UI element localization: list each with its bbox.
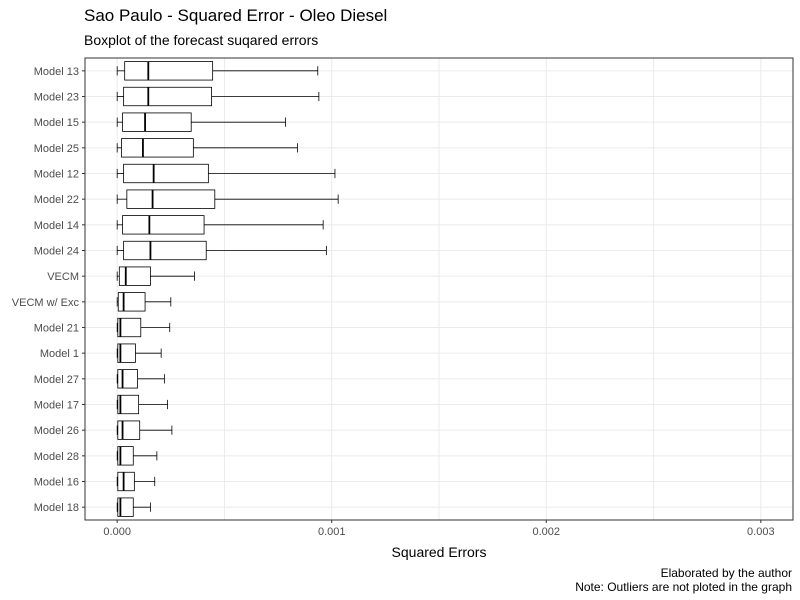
y-tick-label: Model 22 (34, 194, 79, 206)
box-model-22 (116, 189, 339, 209)
box-model-13 (116, 61, 319, 81)
y-axis-ticks: Model 13 Model 23 Model 15 Model 25 Model 12… (12, 66, 85, 514)
y-tick-label: Model 23 (34, 92, 79, 104)
chart-title: Sao Paulo - Squared Error - Oleo Diesel (84, 6, 388, 25)
caption-author: Elaborated by the author (660, 566, 792, 580)
y-tick-label: Model 15 (34, 117, 79, 129)
box-iqr (126, 189, 216, 209)
y-tick-label: Model 21 (34, 323, 79, 335)
box-model-16 (116, 471, 156, 492)
box-iqr (121, 138, 194, 158)
box-iqr (117, 343, 136, 363)
y-tick-label: Model 18 (34, 502, 79, 514)
box-model-26 (116, 420, 173, 440)
box-iqr (123, 163, 209, 184)
x-axis-title: Squared Errors (392, 544, 487, 560)
box-model-15 (116, 112, 287, 132)
box-iqr (117, 446, 134, 466)
y-tick-label: Model 14 (34, 220, 79, 232)
box-model-25 (116, 138, 298, 158)
y-tick-label: Model 17 (34, 400, 79, 412)
x-tick-label: 0.001 (318, 526, 346, 538)
box-iqr (117, 292, 146, 312)
x-tick-label: 0.002 (533, 526, 561, 538)
box-model-28 (116, 446, 158, 466)
y-tick-label: Model 25 (34, 143, 79, 155)
y-tick-label: Model 1 (40, 348, 79, 360)
box-iqr (124, 61, 214, 81)
box-model-18 (116, 497, 151, 517)
box-vecm (116, 266, 195, 286)
box-iqr (123, 86, 212, 107)
y-tick-label: Model 28 (34, 451, 79, 463)
box-model-17 (116, 394, 169, 415)
y-tick-label: Model 26 (34, 425, 79, 437)
y-tick-label: VECM (47, 271, 79, 283)
y-tick-label: Model 16 (34, 477, 79, 489)
plot-panel-border (84, 57, 794, 521)
y-tick-label: Model 13 (34, 66, 79, 78)
box-model-23 (116, 86, 320, 107)
box-iqr (118, 266, 151, 286)
box-iqr (117, 420, 141, 440)
box-iqr (117, 369, 138, 389)
box-model-14 (116, 215, 324, 235)
chart-subtitle: Boxplot of the forecast suqared errors (84, 32, 319, 48)
box-iqr (123, 240, 207, 261)
box-model-21 (116, 317, 171, 338)
box-series (116, 61, 339, 517)
box-iqr (122, 215, 205, 235)
y-tick-label: Model 12 (34, 169, 79, 181)
box-model-27 (116, 369, 165, 389)
y-tick-label: Model 27 (34, 374, 79, 386)
box-model-1 (116, 343, 162, 363)
box-vecm-w-exc (116, 292, 172, 312)
box-iqr (117, 471, 135, 492)
box-iqr (117, 497, 134, 517)
x-axis-ticks: 0.000 0.001 0.002 0.003 (103, 520, 775, 538)
box-model-24 (116, 240, 327, 261)
y-tick-label: VECM w/ Exc (12, 297, 80, 309)
box-iqr (117, 317, 142, 338)
y-tick-label: Model 24 (34, 246, 79, 258)
caption-note: Note: Outliers are not ploted in the gra… (575, 580, 792, 594)
box-iqr (117, 394, 140, 415)
x-tick-label: 0.000 (103, 526, 131, 538)
box-model-12 (116, 163, 336, 184)
x-tick-label: 0.003 (747, 526, 775, 538)
box-iqr (122, 112, 192, 132)
